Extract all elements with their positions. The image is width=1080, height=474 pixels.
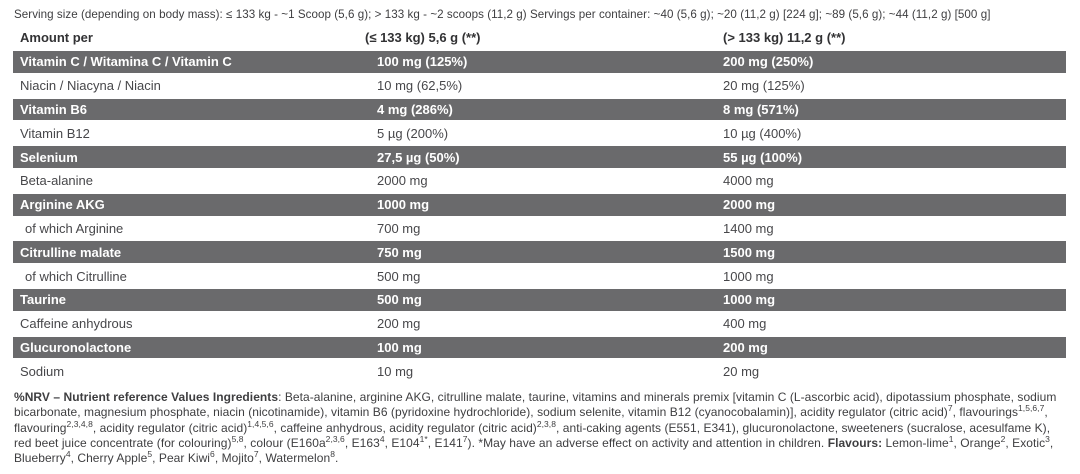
amount-small-serving: 10 mg (62,5%) <box>377 78 463 94</box>
amount-small-serving: 100 mg (125%) <box>377 54 468 70</box>
nutrient-name: of which Citrulline <box>25 268 127 284</box>
amount-small-serving: 500 mg <box>377 268 421 284</box>
table-header-row: Amount per (≤ 133 kg) 5,6 g (**) (> 133 … <box>13 25 1066 50</box>
nutrient-name: Citrulline malate <box>20 244 122 260</box>
table-row: of which Citrulline 500 mg 1000 mg <box>13 264 1066 288</box>
col-header-small-serving: (≤ 133 kg) 5,6 g (**) <box>365 30 481 45</box>
amount-large-serving: 1000 mg <box>723 292 776 308</box>
amount-large-serving: 1000 mg <box>723 268 774 284</box>
table-row: Taurine 500 mg 1000 mg <box>13 287 1066 312</box>
amount-large-serving: 10 µg (400%) <box>723 125 802 141</box>
nutrient-name: Vitamin B6 <box>20 101 87 117</box>
table-row: Beta-alanine 2000 mg 4000 mg <box>13 169 1066 193</box>
serving-size-line: Serving size (depending on body mass): ≤… <box>14 8 991 21</box>
nutrient-name: Niacin / Niacyna / Niacin <box>20 78 161 94</box>
nutrition-table: Amount per (≤ 133 kg) 5,6 g (**) (> 133 … <box>13 25 1066 383</box>
nutrient-name: Caffeine anhydrous <box>20 316 133 332</box>
amount-small-serving: 500 mg <box>377 292 422 308</box>
amount-large-serving: 2000 mg <box>723 197 776 213</box>
amount-small-serving: 750 mg <box>377 244 422 260</box>
amount-large-serving: 1400 mg <box>723 220 774 236</box>
amount-small-serving: 10 mg <box>377 363 414 379</box>
amount-small-serving: 1000 mg <box>377 197 430 213</box>
amount-large-serving: 200 mg <box>723 339 768 355</box>
amount-large-serving: 400 mg <box>723 316 767 332</box>
nutrient-name: Beta-alanine <box>20 173 93 189</box>
table-row: Vitamin C / Witamina C / Vitamin C 100 m… <box>13 50 1066 74</box>
nutrient-name: Taurine <box>20 292 66 308</box>
col-header-large-serving: (> 133 kg) 11,2 g (**) <box>723 30 846 45</box>
col-header-amount-per: Amount per <box>20 30 93 45</box>
nutrient-name: Vitamin B12 <box>20 125 90 141</box>
amount-large-serving: 55 µg (100%) <box>723 149 803 165</box>
nutrient-name: Arginine AKG <box>20 197 105 213</box>
amount-small-serving: 27,5 µg (50%) <box>377 149 460 165</box>
ingredients-footnote: %NRV – Nutrient reference Values Ingredi… <box>14 390 1057 465</box>
table-row: Glucuronolactone 100 mg 200 mg <box>13 335 1066 360</box>
table-row: of which Arginine 700 mg 1400 mg <box>13 217 1066 241</box>
table-row: Selenium 27,5 µg (50%) 55 µg (100%) <box>13 145 1066 169</box>
nutrient-name: of which Arginine <box>25 220 124 236</box>
table-row: Niacin / Niacyna / Niacin 10 mg (62,5%) … <box>13 74 1066 98</box>
amount-large-serving: 200 mg (250%) <box>723 54 814 70</box>
nutrient-name: Selenium <box>20 149 78 165</box>
table-row: Citrulline malate 750 mg 1500 mg <box>13 240 1066 265</box>
nutrient-name: Glucuronolactone <box>20 339 132 355</box>
table-row: Caffeine anhydrous 200 mg 400 mg <box>13 312 1066 336</box>
table-row: Vitamin B12 5 µg (200%) 10 µg (400%) <box>13 121 1066 145</box>
nutrient-name: Vitamin C / Witamina C / Vitamin C <box>20 54 232 70</box>
amount-small-serving: 100 mg <box>377 339 422 355</box>
amount-small-serving: 4 mg (286%) <box>377 101 453 117</box>
amount-small-serving: 5 µg (200%) <box>377 125 449 141</box>
amount-small-serving: 2000 mg <box>377 173 428 189</box>
amount-large-serving: 20 mg (125%) <box>723 78 805 94</box>
amount-large-serving: 1500 mg <box>723 244 776 260</box>
table-row: Sodium 10 mg 20 mg <box>13 359 1066 383</box>
amount-large-serving: 20 mg <box>723 363 760 379</box>
amount-large-serving: 4000 mg <box>723 173 774 189</box>
amount-small-serving: 200 mg <box>377 316 421 332</box>
amount-small-serving: 700 mg <box>377 220 421 236</box>
nutrient-name: Sodium <box>20 363 65 379</box>
amount-large-serving: 8 mg (571%) <box>723 101 799 117</box>
table-row: Vitamin B6 4 mg (286%) 8 mg (571%) <box>13 97 1066 122</box>
table-row: Arginine AKG 1000 mg 2000 mg <box>13 192 1066 217</box>
